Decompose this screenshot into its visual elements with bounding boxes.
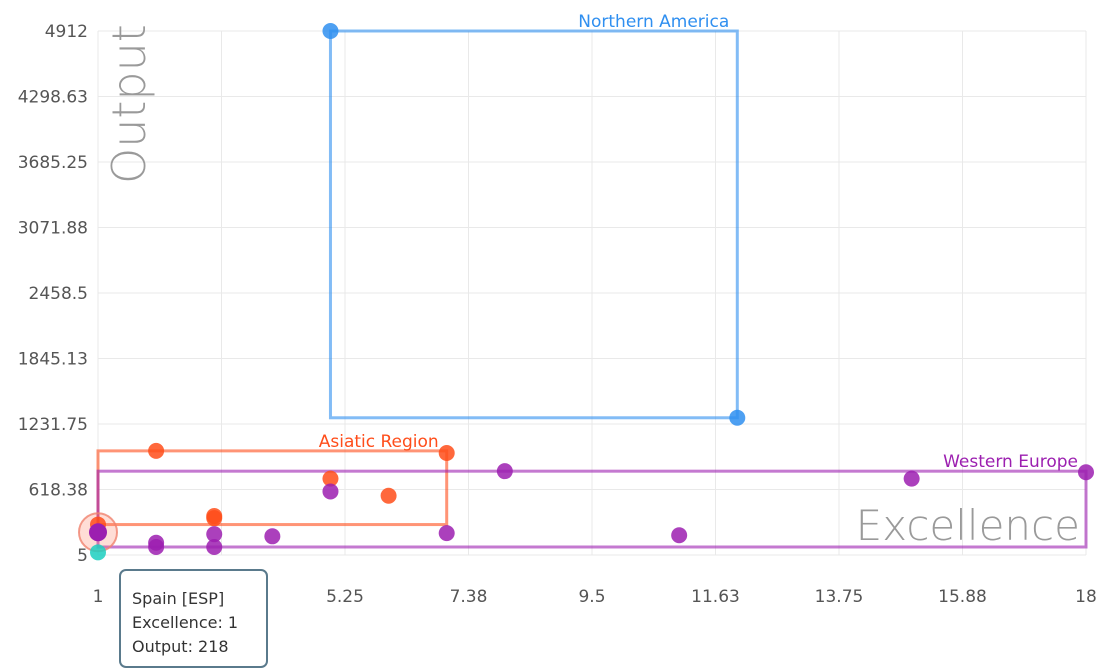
x-tick-label: 7.38 [450,587,488,607]
y-tick-labels: 5 618.38 1231.75 1845.13 2458.5 3071.88 3685.2… [18,22,88,566]
y-tick-label: 4912 [45,22,88,42]
x-tick-label: 9.5 [578,587,605,607]
data-point [729,409,746,426]
y-tick-label: 2458.5 [29,284,88,304]
region-label: Northern America [578,12,729,32]
x-tick-label: 5.25 [326,587,364,607]
region-label: Western Europe [943,452,1078,472]
region-box [96,469,1088,549]
data-point [322,470,339,487]
y-tick-label: 618.38 [29,481,88,501]
grid-layer [97,30,1087,556]
data-point [1078,464,1094,481]
x-tick-label: 15.88 [938,587,987,607]
data-point [496,463,513,480]
data-point [438,445,455,462]
region-label: Asiatic Region [319,432,439,452]
data-point [206,526,223,543]
x-tick-label: 18 [1075,587,1097,607]
y-tick-label: 4298.63 [18,88,88,108]
tooltip: Spain [ESP] Excellence: 1 Output: 218 [119,569,268,668]
data-point [322,23,339,39]
tooltip-output: Output: 218 [132,637,229,656]
data-point [671,527,688,544]
data-point [438,525,455,542]
data-point [322,483,339,500]
tooltip-title: Spain [ESP] [132,589,224,608]
y-axis-title: Output [102,24,156,184]
region-box [96,449,449,527]
y-tick-label: 1845.13 [18,350,88,370]
data-point [380,487,397,504]
x-tick-label: 1 [93,587,104,607]
data-point [90,544,106,561]
data-point [903,470,920,487]
x-tick-label: 11.63 [691,587,740,607]
x-tick-label: 13.75 [815,587,864,607]
data-point [148,538,165,555]
data-point [206,510,223,527]
region-layer: Northern America Asiatic Region Western Eu… [96,12,1088,549]
tooltip-excellence: Excellence: 1 [132,613,238,632]
y-tick-label: 1231.75 [18,415,88,435]
x-axis-title: Excellence [856,501,1080,550]
tooltip-box [119,569,268,668]
region-box [328,29,739,420]
highlighted-point [89,523,107,542]
y-tick-label: 5 [77,546,88,566]
y-tick-label: 3071.88 [18,219,88,239]
y-tick-label: 3685.25 [18,153,88,173]
data-point [148,442,165,459]
data-point [264,528,281,545]
data-point [206,538,223,555]
point-layer [78,23,1094,561]
